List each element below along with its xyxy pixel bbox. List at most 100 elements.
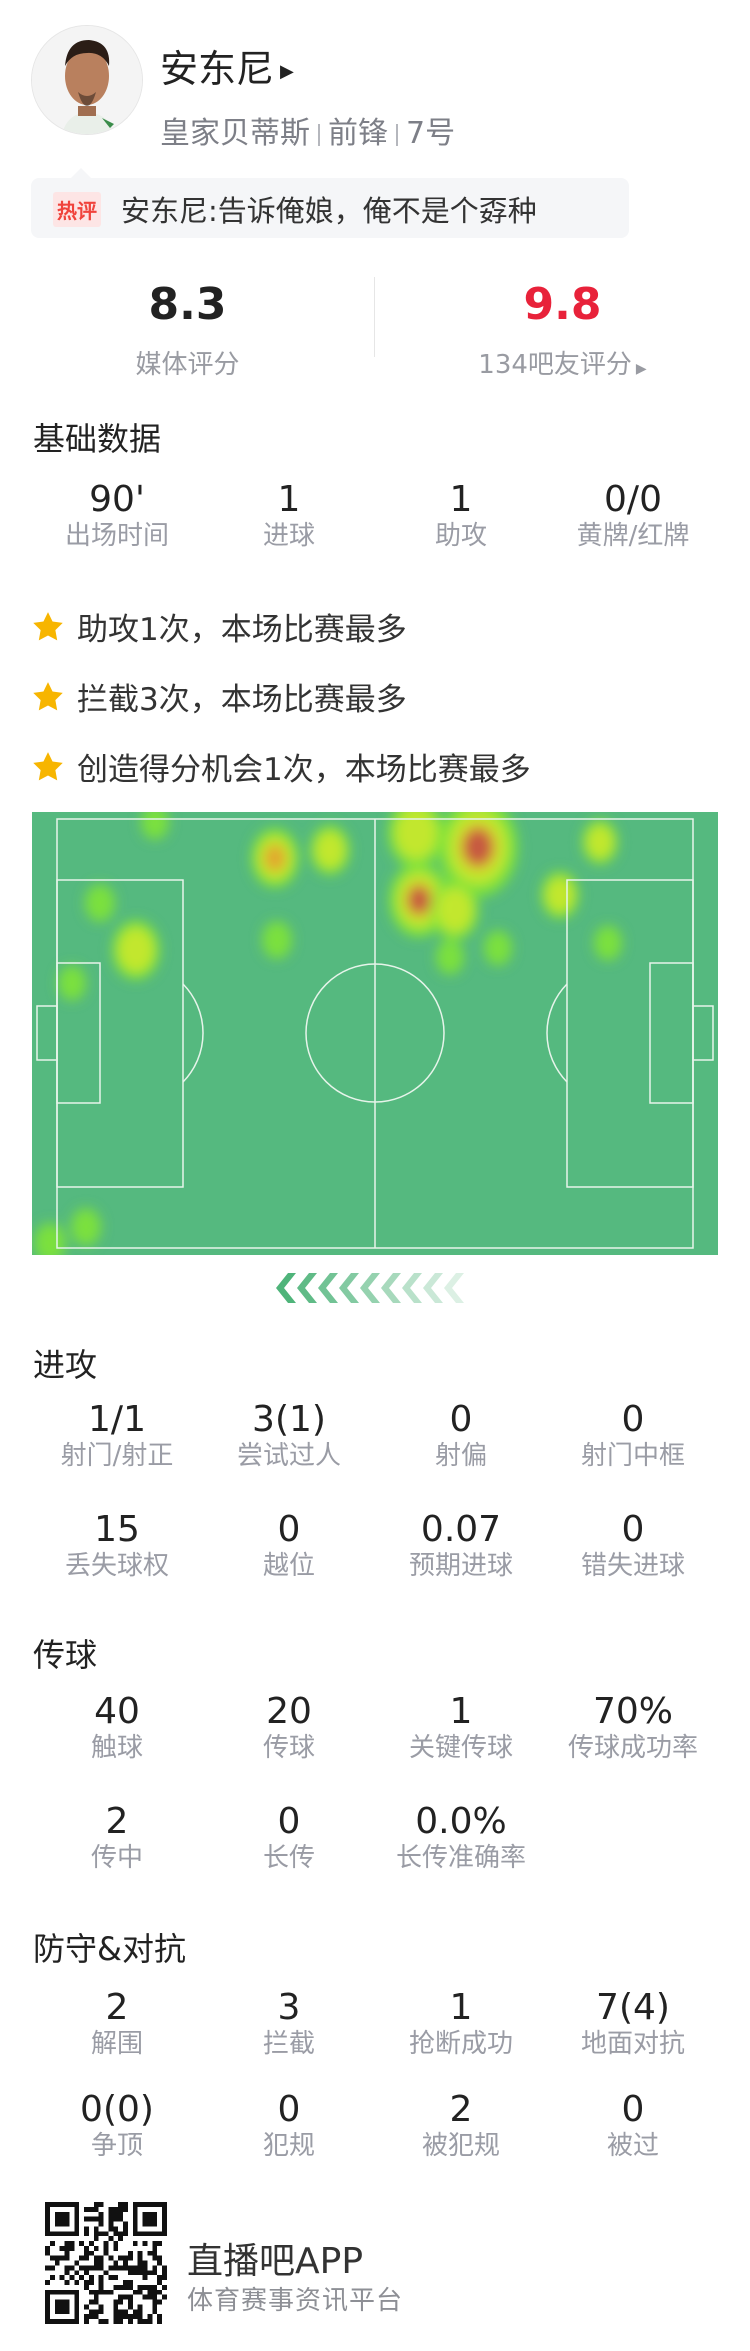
stat-value: 2 — [105, 1987, 129, 2028]
stat-label: 进球 — [262, 521, 315, 551]
app-name: 直播吧APP — [187, 2241, 364, 2282]
chevron-left-icon — [297, 1273, 317, 1303]
stat-label: 地面对抗 — [580, 2029, 685, 2059]
stat-label: 射门中框 — [580, 1441, 685, 1471]
media-score: 8.3 — [148, 279, 227, 330]
highlight-text: 创造得分机会1次，本场比赛最多 — [77, 752, 531, 788]
stat-cell: 1 助攻 — [375, 480, 547, 552]
stat-value: 0 — [449, 1399, 473, 1440]
stat-value: 40 — [94, 1691, 140, 1732]
stat-cell: 15 丢失球权 — [31, 1510, 203, 1582]
star-icon — [33, 611, 63, 640]
player-name: 安东尼 — [160, 47, 275, 91]
stat-value: 20 — [266, 1691, 312, 1732]
stat-cell: 0/0 黄牌/红牌 — [547, 480, 719, 552]
heatmap-blob — [34, 1223, 66, 1255]
stat-label: 丢失球权 — [64, 1551, 169, 1581]
stat-cell: 0.07 预期进球 — [375, 1510, 547, 1582]
stat-cell: 40 触球 — [31, 1692, 203, 1764]
app-tagline: 体育赛事资讯平台 — [187, 2286, 404, 2316]
stat-label: 争顶 — [90, 2131, 143, 2161]
star-icon — [33, 681, 63, 710]
chevron-left-icon — [444, 1273, 464, 1303]
passing-stats: 40 触球 20 传球 1 关键传球 70% 传球成功率 2 传中 0 长传 0.0% 长传准确率 — [31, 1692, 719, 1874]
heatmap-blob — [58, 965, 86, 1001]
stat-value: 0(0) — [80, 2089, 154, 2130]
player-info: 皇家贝蒂斯 前锋 7号 — [160, 108, 455, 152]
caret-right-icon: ▶ — [280, 61, 294, 82]
stat-value: 2 — [105, 1801, 129, 1842]
stat-cell: 0 犯规 — [203, 2090, 375, 2162]
stat-value: 1 — [449, 1987, 473, 2028]
heatmap-pitch — [32, 812, 718, 1255]
section-title-passing: 传球 — [33, 1636, 98, 1674]
stat-value: 0 — [277, 2089, 301, 2130]
heatmap-blob — [71, 1208, 101, 1246]
hot-comment[interactable]: 热评 安东尼:告诉俺娘，俺不是个孬种 — [31, 168, 629, 238]
stat-label: 解围 — [90, 2029, 143, 2059]
stat-value: 1/1 — [88, 1399, 146, 1440]
heatmap-blob — [264, 844, 286, 872]
divider — [318, 123, 320, 146]
heatmap-blob — [545, 877, 575, 913]
stat-label: 传球 — [262, 1733, 315, 1763]
stat-value: 1 — [277, 479, 301, 520]
heatmap-blob — [262, 921, 292, 959]
stat-value: 0.0% — [415, 1801, 507, 1842]
heatmap-blob — [464, 829, 492, 865]
stat-value: 0 — [621, 1509, 645, 1550]
stat-value: 7(4) — [596, 1987, 670, 2028]
stat-value: 0/0 — [604, 479, 662, 520]
stat-value: 0 — [621, 2089, 645, 2130]
pitch-lines — [36, 818, 714, 1249]
chevron-left-icon — [381, 1273, 401, 1303]
rating-divider — [374, 277, 375, 357]
stat-cell: 0.0% 长传准确率 — [375, 1802, 547, 1874]
fan-score: 9.8 — [523, 279, 602, 330]
fan-rating[interactable]: 9.8 134吧友评分 ▶ — [375, 280, 750, 381]
player-position: 前锋 — [328, 116, 388, 151]
stat-cell: 0 越位 — [203, 1510, 375, 1582]
stat-label: 拦截 — [262, 2029, 315, 2059]
stat-label: 出场时间 — [64, 521, 169, 551]
star-icon — [33, 751, 63, 780]
stat-label: 助攻 — [434, 521, 487, 551]
stat-value: 2 — [449, 2089, 473, 2130]
stat-value: 90' — [89, 479, 145, 520]
basic-stats: 90' 出场时间 1 进球 1 助攻 0/0 黄牌/红牌 — [31, 480, 719, 552]
qr-code[interactable] — [45, 2202, 167, 2324]
stat-label: 传球成功率 — [567, 1733, 698, 1763]
stat-cell: 1/1 射门/射正 — [31, 1400, 203, 1472]
stat-label: 长传 — [262, 1843, 315, 1873]
stat-label: 射门/射正 — [60, 1441, 174, 1471]
stat-value: 70% — [592, 1691, 673, 1732]
stat-value: 1 — [449, 1691, 473, 1732]
stat-label: 黄牌/红牌 — [576, 521, 690, 551]
chevron-left-icon — [423, 1273, 443, 1303]
stat-value: 3(1) — [252, 1399, 326, 1440]
stat-cell: 2 传中 — [31, 1802, 203, 1874]
section-title-attack: 进攻 — [33, 1346, 98, 1384]
highlight-item: 拦截3次，本场比赛最多 — [31, 674, 407, 719]
chevron-left-icon — [402, 1273, 422, 1303]
chevron-left-icon — [318, 1273, 338, 1303]
stat-cell: 2 解围 — [31, 1988, 203, 2060]
player-avatar[interactable] — [31, 25, 143, 135]
attack-direction-indicator — [276, 1273, 464, 1303]
stat-label: 被犯规 — [421, 2131, 500, 2161]
defense-stats: 2 解围 3 拦截 1 抢断成功 7(4) 地面对抗 0(0) 争顶 0 犯规 2 被犯规 0 被过 — [31, 1988, 719, 2162]
stat-label: 犯规 — [262, 2131, 315, 2161]
stat-label: 关键传球 — [408, 1733, 513, 1763]
stat-cell: 7(4) 地面对抗 — [547, 1988, 719, 2060]
player-name-link[interactable]: 安东尼 ▶ — [160, 38, 294, 93]
chevron-left-icon — [339, 1273, 359, 1303]
stat-value: 0 — [277, 1509, 301, 1550]
stat-value: 0 — [621, 1399, 645, 1440]
player-number: 7号 — [406, 116, 456, 151]
stat-cell: 1 进球 — [203, 480, 375, 552]
stat-cell: 1 关键传球 — [375, 1692, 547, 1764]
heatmap-blob — [594, 925, 622, 961]
heatmap-blob — [395, 812, 437, 860]
stat-value: 0 — [277, 1801, 301, 1842]
highlight-text: 拦截3次，本场比赛最多 — [77, 682, 407, 718]
